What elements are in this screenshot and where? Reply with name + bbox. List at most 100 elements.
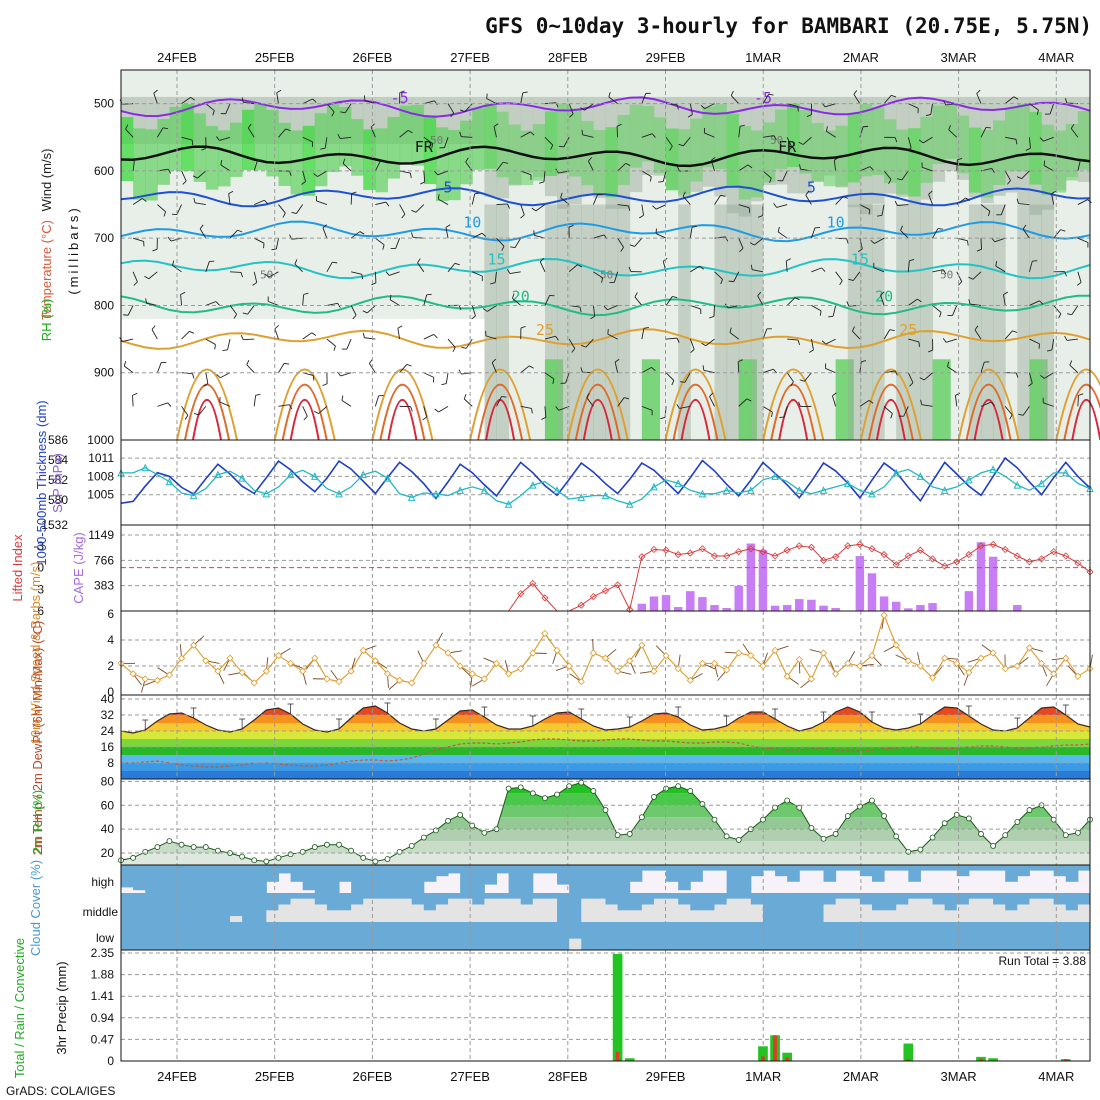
wind-barb <box>682 195 691 205</box>
rh2m-point <box>602 807 609 813</box>
wind-barb <box>824 103 836 108</box>
wind-barb-flag <box>201 147 207 151</box>
wind-barb <box>399 364 408 374</box>
surface-temp-contour <box>289 399 320 441</box>
wind-barb <box>1066 338 1078 341</box>
thickness-point <box>165 477 174 486</box>
rh-moist-band <box>145 129 158 201</box>
wind-barb-flag <box>203 383 209 387</box>
wind10m-point <box>250 679 258 687</box>
wind-barb <box>825 338 836 345</box>
wind-barb-flag <box>614 358 620 363</box>
wind-barb <box>946 338 957 343</box>
lifted-index-line <box>121 543 1091 612</box>
wind-barb <box>229 229 238 239</box>
thickness-point <box>310 472 319 480</box>
rh-moist-band <box>1077 111 1091 170</box>
cloud-cell <box>302 893 316 899</box>
wind-barb-flag <box>842 196 848 199</box>
cloud-clear-cell <box>678 904 691 922</box>
rh-moist-band <box>181 104 195 171</box>
wind10m-point <box>1001 665 1009 673</box>
rh-band <box>121 793 1090 806</box>
cloud-cell <box>448 922 461 950</box>
wind-barb <box>447 338 456 348</box>
cloud-cell <box>532 893 546 899</box>
rh2m-point <box>905 848 912 855</box>
cloud-cell <box>617 922 631 950</box>
wind-barb <box>199 228 207 239</box>
rh2m-point <box>723 833 730 840</box>
rh-moist-band <box>641 105 655 162</box>
wind-barb-flag <box>821 340 827 345</box>
wind-barb <box>491 362 497 373</box>
wind-barb <box>229 305 237 315</box>
wind-barb <box>811 267 822 273</box>
wind-barb-flag <box>658 181 664 183</box>
cloud-clear-cell <box>1041 898 1055 922</box>
dry-low-level <box>435 318 449 440</box>
precip-tick-label: 2.35 <box>91 946 115 960</box>
wind-barb <box>921 166 933 172</box>
cloud-cell <box>157 893 170 922</box>
cloud-clear-cell <box>569 938 582 950</box>
cloud-cell <box>205 893 219 922</box>
surface-temp-contour <box>1063 384 1100 441</box>
wind-barb <box>176 204 182 215</box>
rh2m-point <box>190 844 197 850</box>
cloud-clear-cell <box>1065 910 1079 922</box>
wind-barb-flag <box>422 416 427 421</box>
cape-bar <box>916 605 925 611</box>
thickness-point <box>892 468 901 477</box>
wind-barb <box>1021 170 1030 180</box>
temp-band <box>121 747 1090 755</box>
rh-column <box>859 204 873 440</box>
wind-barb-flag <box>939 312 942 318</box>
wind-barb <box>326 302 338 306</box>
bottom-date-label: 26FEB <box>353 1069 393 1084</box>
wind-barb <box>738 398 748 407</box>
wind-barb <box>181 330 190 340</box>
wind10m-point <box>1050 670 1058 678</box>
rh-moist-band <box>169 106 183 171</box>
wind-barb <box>568 103 574 115</box>
cloud-clear-cell <box>593 898 606 922</box>
wind-barb-flag <box>560 192 563 198</box>
surface-temp-contour <box>582 399 613 441</box>
rh2m-point <box>142 848 149 855</box>
cloud-cell <box>145 893 158 922</box>
wind-barb-flag <box>739 124 746 127</box>
wind-barb-flag <box>616 123 622 127</box>
wind-barb <box>132 271 138 283</box>
wind10m-point <box>202 657 210 665</box>
wind-barb <box>465 338 473 349</box>
wind-barb-flag <box>737 359 743 363</box>
surface-temp-contour <box>778 399 809 441</box>
wind-barb-flag <box>937 228 943 230</box>
wind-barb-flag <box>123 361 127 367</box>
wind10m-point <box>480 675 488 683</box>
rh2m-point <box>130 854 137 861</box>
wind-barb-flag <box>337 133 341 139</box>
surface-temp-contour <box>867 384 914 441</box>
wind-barb <box>1000 204 1006 215</box>
wind-barb <box>1077 199 1088 205</box>
surface-temp-contour <box>664 368 727 441</box>
rh-moist-band <box>847 112 861 183</box>
wind-barb <box>326 338 336 347</box>
wind-barb <box>1077 271 1082 283</box>
cloud-cell <box>702 893 716 911</box>
rh-moist-band <box>908 128 921 197</box>
lifted-index-point <box>650 545 658 554</box>
wind10m-point <box>565 662 573 670</box>
cloud-cell <box>1065 922 1079 950</box>
wind-barb-flag <box>771 411 773 418</box>
cloud-cell <box>702 922 716 950</box>
cloud-cell <box>605 865 619 893</box>
rh-moist-band <box>1029 111 1043 185</box>
surface-temp-contour <box>273 368 336 441</box>
wind-barb-flag <box>491 358 497 363</box>
wind-barb-flag <box>153 89 158 94</box>
wind-barb-flag <box>968 299 971 305</box>
rh-moist-band <box>884 119 897 183</box>
